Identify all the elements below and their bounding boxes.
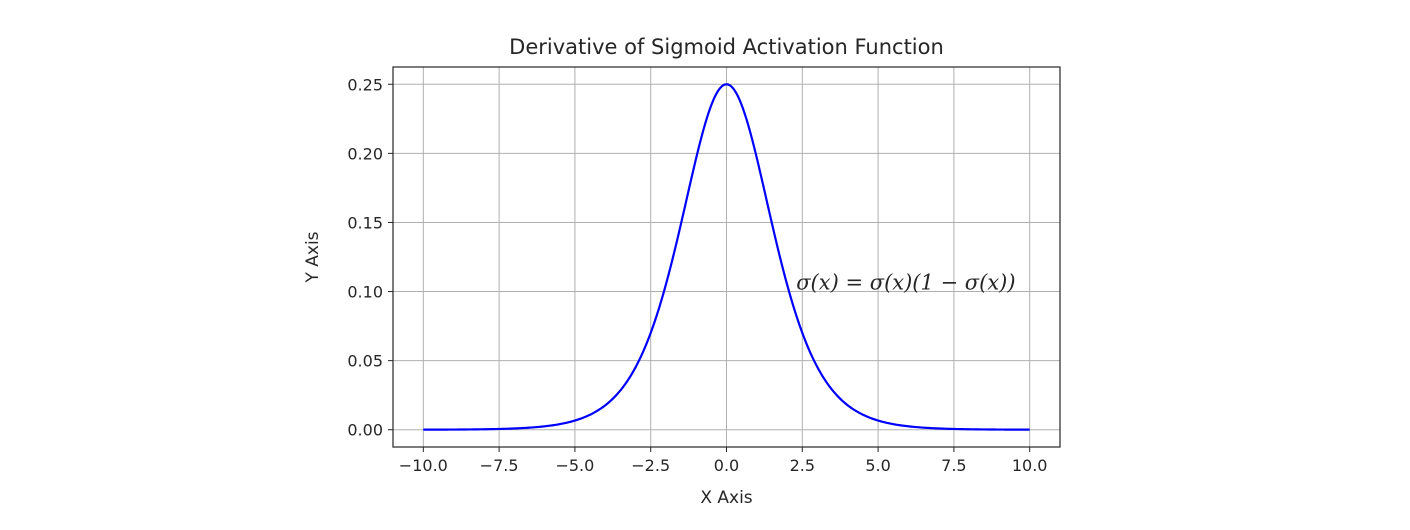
chart-title: Derivative of Sigmoid Activation Functio… [509,35,944,59]
series-line [423,83,1030,431]
x-tick-label: −5.0 [555,456,594,475]
series-layer [423,83,1030,431]
y-axis-title: Y Axis [303,231,323,283]
x-tick-label: −7.5 [480,456,519,475]
y-tick-label: 0.15 [347,213,383,232]
y-tick-label: 0.20 [347,144,383,163]
x-tick-label: 10.0 [1012,456,1048,475]
x-tick-label: 5.0 [865,456,890,475]
x-axis-title: X Axis [700,488,752,508]
formula-annotation: σ(x) = σ(x)(1 − σ(x)) [796,271,1015,295]
y-tick-label: 0.05 [347,352,383,371]
grid [393,67,1060,447]
x-tick-label: −2.5 [631,456,670,475]
y-tick-label: 0.00 [347,421,383,440]
x-tick-label: −10.0 [399,456,448,475]
x-tick-label: 7.5 [941,456,966,475]
x-tick-label: 0.0 [714,456,739,475]
y-tick-label: 0.10 [347,283,383,302]
ticks: −10.0 −7.5 −5.0 −2.5 0.0 2.5 5.0 7.5 10.0 0.00 0.0… [347,75,1047,475]
y-tick-label: 0.25 [347,75,383,94]
x-tick-label: 2.5 [790,456,815,475]
